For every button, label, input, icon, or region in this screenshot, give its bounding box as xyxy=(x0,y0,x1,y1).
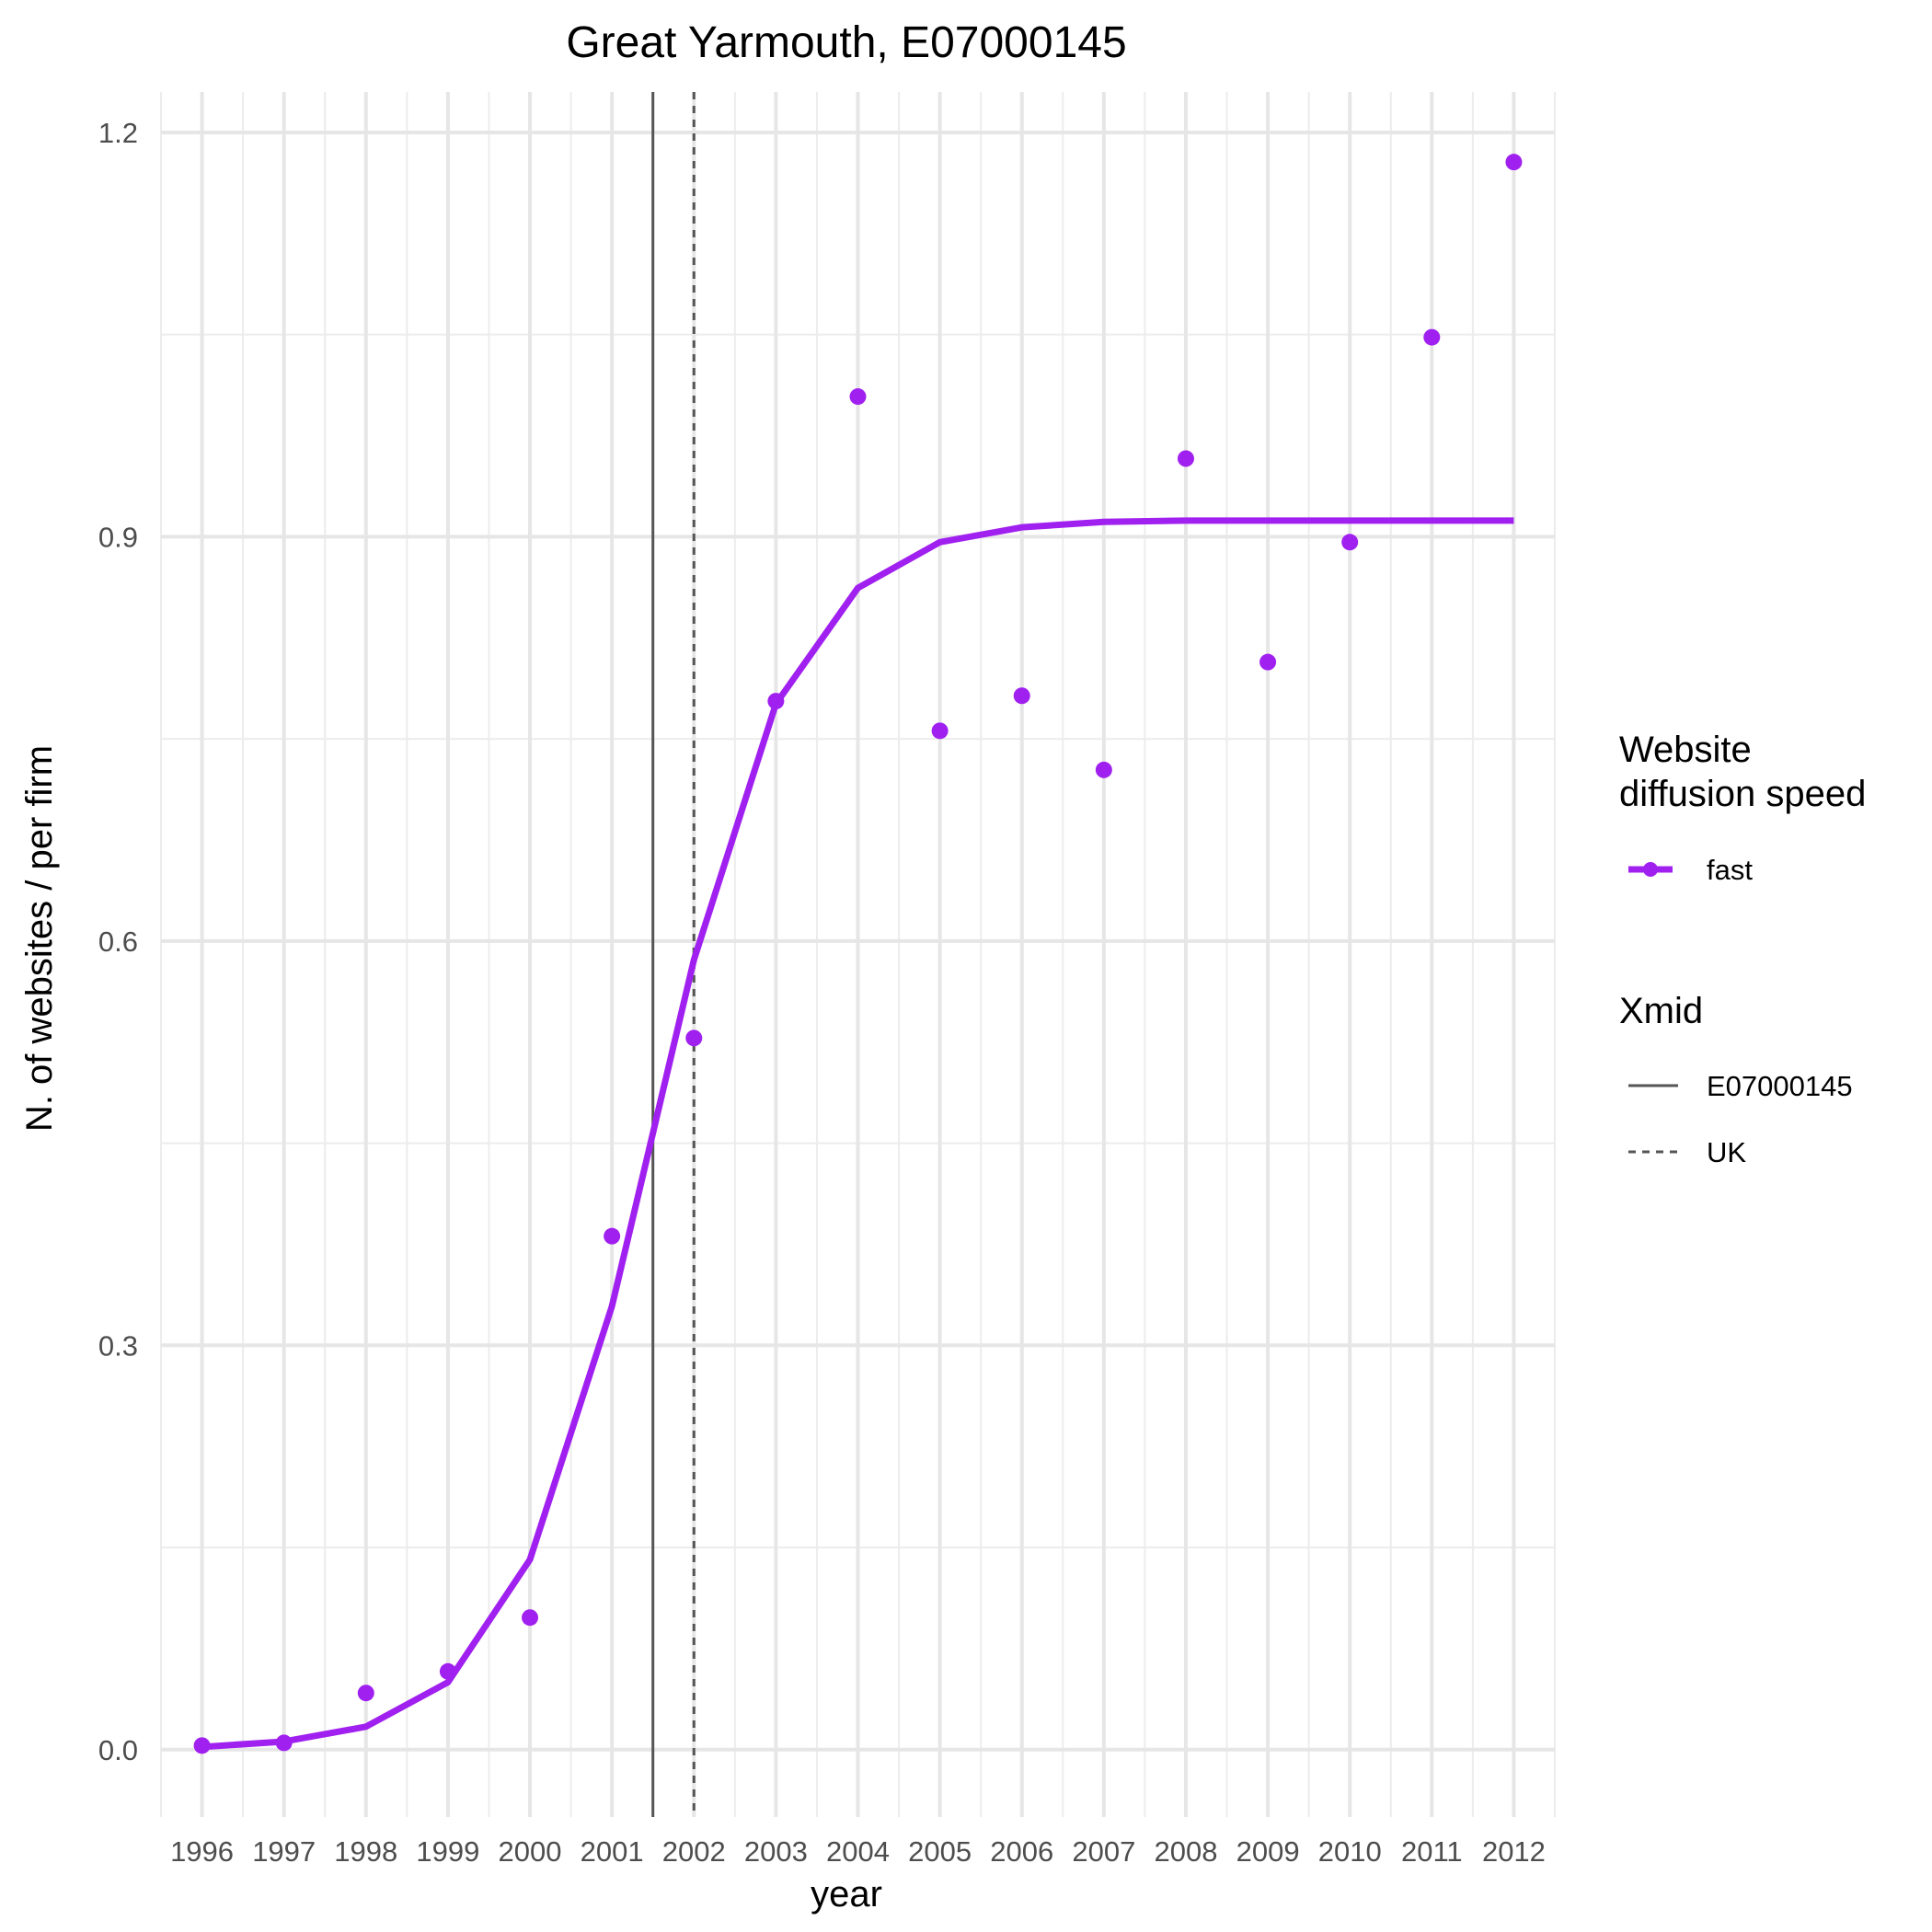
major-gridlines xyxy=(161,92,1555,1817)
y-axis-ticks: 0.0 0.3 0.6 0.9 1.2 xyxy=(98,117,138,1766)
data-point xyxy=(1177,450,1194,467)
x-tick-label: 2003 xyxy=(744,1835,808,1868)
legend-speed-title-line2: diffusion speed xyxy=(1619,774,1866,814)
x-tick-label: 2004 xyxy=(826,1835,890,1868)
x-tick-label: 2000 xyxy=(499,1835,562,1868)
data-point xyxy=(767,693,785,710)
chart-title: Great Yarmouth, E07000145 xyxy=(566,18,1126,67)
data-point xyxy=(357,1685,374,1702)
legend: Website diffusion speed fast Xmid E07000… xyxy=(1619,730,1866,1168)
y-tick-label: 0.3 xyxy=(98,1329,138,1362)
x-tick-label: 2010 xyxy=(1318,1835,1382,1868)
legend-speed-title-line1: Website xyxy=(1619,730,1752,770)
x-axis-ticks: 1996 1997 1998 1999 2000 2001 2002 2003 2004 2005… xyxy=(170,1835,1546,1868)
y-tick-label: 1.2 xyxy=(98,117,138,149)
data-point xyxy=(604,1227,621,1245)
y-axis-title: N. of websites / per firm xyxy=(19,745,60,1132)
x-tick-label: 2009 xyxy=(1236,1835,1300,1868)
x-tick-label: 1996 xyxy=(170,1835,234,1868)
x-tick-label: 2007 xyxy=(1072,1835,1135,1868)
data-point xyxy=(1505,154,1523,171)
data-point xyxy=(1423,328,1441,346)
data-point xyxy=(1095,761,1112,778)
y-tick-label: 0.0 xyxy=(98,1734,138,1766)
data-point xyxy=(849,388,867,406)
x-tick-label: 2002 xyxy=(662,1835,726,1868)
x-tick-label: 2012 xyxy=(1482,1835,1546,1868)
data-point xyxy=(931,722,949,740)
x-tick-label: 2011 xyxy=(1401,1835,1463,1868)
data-point xyxy=(685,1029,703,1047)
x-tick-label: 2001 xyxy=(581,1835,644,1868)
x-tick-label: 2008 xyxy=(1154,1835,1217,1868)
reference-lines xyxy=(651,92,696,1817)
legend-fast-label: fast xyxy=(1707,854,1753,886)
data-point xyxy=(1013,687,1030,705)
x-tick-label: 1998 xyxy=(334,1835,397,1868)
data-point xyxy=(275,1734,293,1752)
data-point xyxy=(1259,653,1277,671)
data-point xyxy=(1341,534,1359,551)
y-tick-label: 0.9 xyxy=(98,521,138,553)
legend-xmid-title: Xmid xyxy=(1619,991,1703,1031)
legend-xmid-label-e07000145: E07000145 xyxy=(1707,1070,1853,1102)
x-tick-label: 2006 xyxy=(990,1835,1053,1868)
x-axis-title: year xyxy=(811,1874,882,1915)
minor-gridlines xyxy=(160,92,1556,1817)
data-point xyxy=(193,1737,211,1754)
series-fast xyxy=(193,154,1523,1754)
data-point xyxy=(439,1662,456,1680)
x-tick-label: 1999 xyxy=(416,1835,479,1868)
y-tick-label: 0.6 xyxy=(98,926,138,958)
fitted-line xyxy=(201,517,1514,1751)
legend-fast-point xyxy=(1643,862,1658,877)
data-point xyxy=(522,1609,539,1627)
x-tick-label: 1997 xyxy=(252,1835,316,1868)
legend-xmid-label-uk: UK xyxy=(1707,1136,1746,1168)
x-tick-label: 2005 xyxy=(908,1835,972,1868)
